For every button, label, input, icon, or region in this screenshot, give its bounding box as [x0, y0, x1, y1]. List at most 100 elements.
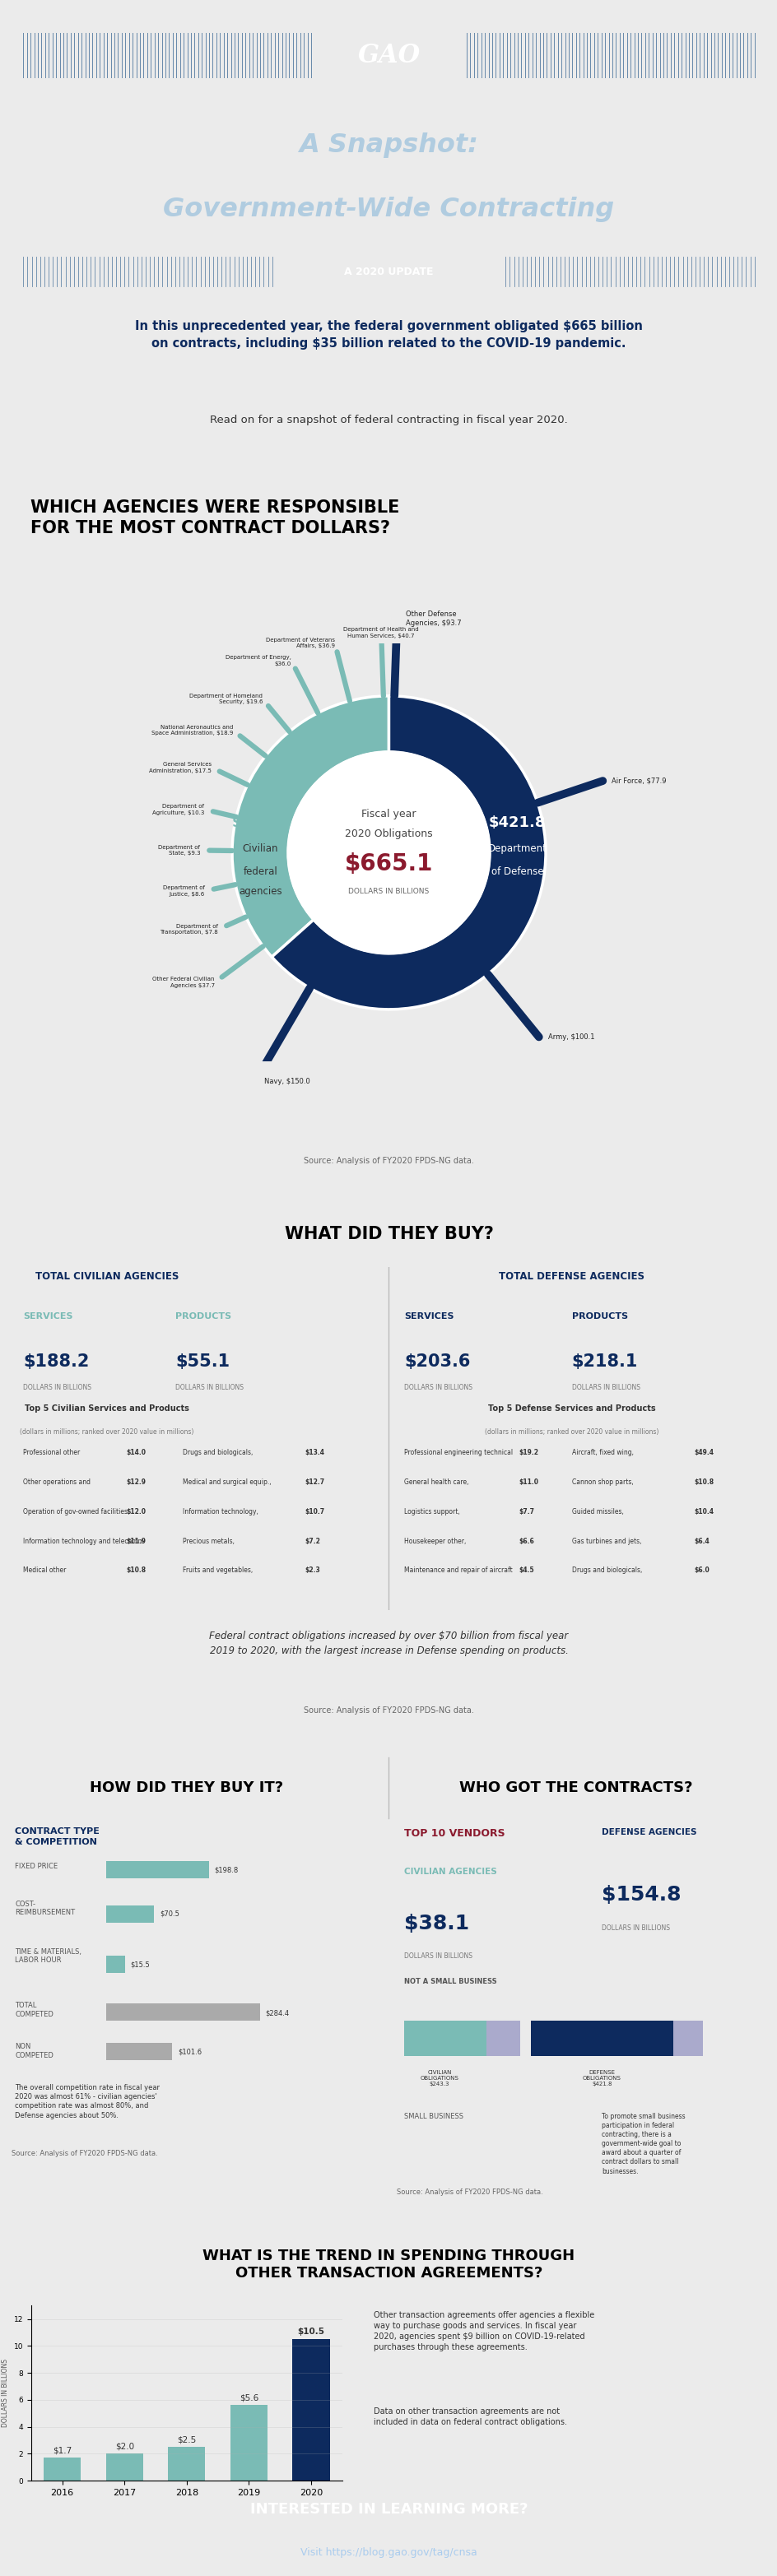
Bar [44, 2458, 81, 2481]
Text: To promote small business
participation in federal
contracting, there is a
gover: To promote small business participation … [601, 2112, 685, 2174]
Text: $7.2: $7.2 [305, 1538, 320, 1546]
Text: WHO GOT THE CONTRACTS?: WHO GOT THE CONTRACTS? [458, 1780, 692, 1795]
Text: $6.4: $6.4 [693, 1538, 709, 1546]
Bar [672, 2020, 702, 2056]
Text: Source: Analysis of FY2020 FPDS-NG data.: Source: Analysis of FY2020 FPDS-NG data. [304, 1157, 473, 1164]
Text: $10.8: $10.8 [126, 1566, 145, 1574]
Text: $203.6: $203.6 [404, 1352, 470, 1370]
Text: $4.5: $4.5 [518, 1566, 533, 1574]
Text: WHAT IS THE TREND IN SPENDING THROUGH
OTHER TRANSACTION AGREEMENTS?: WHAT IS THE TREND IN SPENDING THROUGH OT… [203, 2249, 574, 2280]
Text: WHICH AGENCIES WERE RESPONSIBLE
FOR THE MOST CONTRACT DOLLARS?: WHICH AGENCIES WERE RESPONSIBLE FOR THE … [30, 500, 399, 536]
Text: Professional engineering technical: Professional engineering technical [404, 1448, 512, 1455]
Text: WHAT DID THEY BUY?: WHAT DID THEY BUY? [284, 1226, 493, 1242]
Text: FIXED PRICE: FIXED PRICE [15, 1862, 58, 1870]
Text: Air Force, $77.9: Air Force, $77.9 [611, 778, 666, 786]
Text: Fruits and vegetables,: Fruits and vegetables, [183, 1566, 253, 1574]
Text: Maintenance and repair of aircraft: Maintenance and repair of aircraft [404, 1566, 512, 1574]
Text: 2020 Obligations: 2020 Obligations [345, 829, 432, 840]
Text: TOP 10 VENDORS: TOP 10 VENDORS [404, 1829, 504, 1839]
Text: $284.4: $284.4 [265, 2009, 289, 2017]
Text: Government-Wide Contracting: Government-Wide Contracting [163, 196, 614, 222]
Text: DOLLARS IN BILLIONS: DOLLARS IN BILLIONS [348, 889, 429, 896]
Text: A Snapshot:: A Snapshot: [299, 131, 478, 157]
Text: $198.8: $198.8 [214, 1865, 239, 1873]
Text: General Services
Administration, $17.5: General Services Administration, $17.5 [149, 762, 211, 773]
Circle shape [287, 752, 490, 953]
Text: TIME & MATERIALS,
LABOR HOUR: TIME & MATERIALS, LABOR HOUR [15, 1947, 82, 1963]
Text: $10.4: $10.4 [693, 1507, 713, 1515]
Text: $49.4: $49.4 [693, 1448, 713, 1455]
Text: Medical and surgical equip.,: Medical and surgical equip., [183, 1479, 271, 1486]
Text: Professional other: Professional other [23, 1448, 80, 1455]
Bar [531, 2020, 672, 2056]
Text: Federal contract obligations increased by over $70 billion from fiscal year
2019: Federal contract obligations increased b… [209, 1631, 568, 1656]
Text: Logistics support,: Logistics support, [404, 1507, 459, 1515]
Text: Department of
Justice, $8.6: Department of Justice, $8.6 [163, 886, 205, 896]
Text: $101.6: $101.6 [178, 2048, 201, 2056]
Text: CIVILIAN
OBLIGATIONS
$243.3: CIVILIAN OBLIGATIONS $243.3 [420, 2071, 458, 2087]
Text: $188.2: $188.2 [23, 1352, 89, 1370]
Text: INTERESTED IN LEARNING MORE?: INTERESTED IN LEARNING MORE? [249, 2501, 528, 2517]
Text: Medical other: Medical other [23, 1566, 66, 1574]
Text: $38.1: $38.1 [404, 1914, 469, 1935]
Text: Information technology and telecomm: Information technology and telecomm [23, 1538, 144, 1546]
Text: DEFENSE AGENCIES: DEFENSE AGENCIES [601, 1829, 696, 1837]
Text: $2.3: $2.3 [305, 1566, 320, 1574]
Text: Visit https://blog.gao.gov/tag/cnsa: Visit https://blog.gao.gov/tag/cnsa [300, 2548, 477, 2558]
Bar [230, 2406, 267, 2481]
Bar [106, 1955, 124, 1973]
Text: NON
COMPETED: NON COMPETED [15, 2043, 54, 2058]
Text: $70.5: $70.5 [159, 1911, 179, 1917]
Text: $11.9: $11.9 [126, 1538, 145, 1546]
Bar [106, 2455, 143, 2481]
Text: DEFENSE
OBLIGATIONS
$421.8: DEFENSE OBLIGATIONS $421.8 [582, 2071, 621, 2087]
Text: A 2020 UPDATE: A 2020 UPDATE [344, 265, 433, 278]
Text: $154.8: $154.8 [601, 1886, 681, 1906]
Text: $6.6: $6.6 [518, 1538, 533, 1546]
Bar [486, 2020, 519, 2056]
Text: Other Defense
Agencies, $93.7: Other Defense Agencies, $93.7 [406, 611, 462, 626]
Text: Drugs and biologicals,: Drugs and biologicals, [571, 1566, 642, 1574]
Text: $2.0: $2.0 [115, 2442, 134, 2450]
Text: SERVICES: SERVICES [23, 1311, 73, 1319]
Bar [168, 2447, 205, 2481]
Text: $12.7: $12.7 [305, 1479, 325, 1486]
Text: $19.2: $19.2 [518, 1448, 538, 1455]
Text: Gas turbines and jets,: Gas turbines and jets, [571, 1538, 641, 1546]
Text: PRODUCTS: PRODUCTS [571, 1311, 627, 1319]
Text: $11.0: $11.0 [518, 1479, 538, 1486]
Text: Source: Analysis of FY2020 FPDS-NG data.: Source: Analysis of FY2020 FPDS-NG data. [304, 1705, 473, 1716]
Text: DOLLARS IN BILLIONS: DOLLARS IN BILLIONS [601, 1924, 670, 1932]
Text: Information technology,: Information technology, [183, 1507, 259, 1515]
Text: The overall competition rate in fiscal year
2020 was almost 61% - civilian agenc: The overall competition rate in fiscal y… [15, 2084, 160, 2120]
Wedge shape [232, 696, 388, 956]
Text: Army, $100.1: Army, $100.1 [547, 1033, 594, 1041]
Text: Source: Analysis of FY2020 FPDS-NG data.: Source: Analysis of FY2020 FPDS-NG data. [396, 2190, 542, 2195]
Text: (dollars in millions; ranked over 2020 value in millions): (dollars in millions; ranked over 2020 v… [484, 1430, 658, 1435]
Bar [404, 2020, 486, 2056]
Text: Fiscal year: Fiscal year [361, 809, 416, 819]
Text: Cannon shop parts,: Cannon shop parts, [571, 1479, 632, 1486]
Text: Other Federal Civilian
Agencies $37.7: Other Federal Civilian Agencies $37.7 [152, 976, 214, 989]
Text: Other transaction agreements offer agencies a flexible
way to purchase goods and: Other transaction agreements offer agenc… [373, 2311, 594, 2352]
Text: DOLLARS IN BILLIONS: DOLLARS IN BILLIONS [23, 1383, 91, 1391]
Text: Department of
State, $9.3: Department of State, $9.3 [159, 845, 200, 855]
Text: Navy, $150.0: Navy, $150.0 [264, 1077, 310, 1084]
Text: CONTRACT TYPE
& COMPETITION: CONTRACT TYPE & COMPETITION [15, 1826, 99, 1847]
Text: Drugs and biologicals,: Drugs and biologicals, [183, 1448, 253, 1455]
Text: SMALL BUSINESS: SMALL BUSINESS [404, 2112, 463, 2120]
Text: $2.5: $2.5 [177, 2434, 196, 2445]
Text: DOLLARS IN BILLIONS: DOLLARS IN BILLIONS [571, 1383, 639, 1391]
Text: COST-
REIMBURSEMENT: COST- REIMBURSEMENT [15, 1901, 75, 1917]
Text: agencies: agencies [239, 886, 282, 896]
Text: $1.7: $1.7 [53, 2447, 71, 2455]
Text: TOTAL CIVILIAN AGENCIES: TOTAL CIVILIAN AGENCIES [35, 1270, 179, 1280]
Text: Housekeeper other,: Housekeeper other, [404, 1538, 465, 1546]
Text: TOTAL
COMPETED: TOTAL COMPETED [15, 2002, 54, 2017]
Bar [106, 1860, 208, 1878]
Text: $15.5: $15.5 [130, 1960, 150, 1968]
Text: $243.3: $243.3 [232, 817, 289, 829]
Text: Operation of gov-owned facilities: Operation of gov-owned facilities [23, 1507, 127, 1515]
Text: $421.8: $421.8 [488, 817, 545, 829]
Text: Precious metals,: Precious metals, [183, 1538, 235, 1546]
